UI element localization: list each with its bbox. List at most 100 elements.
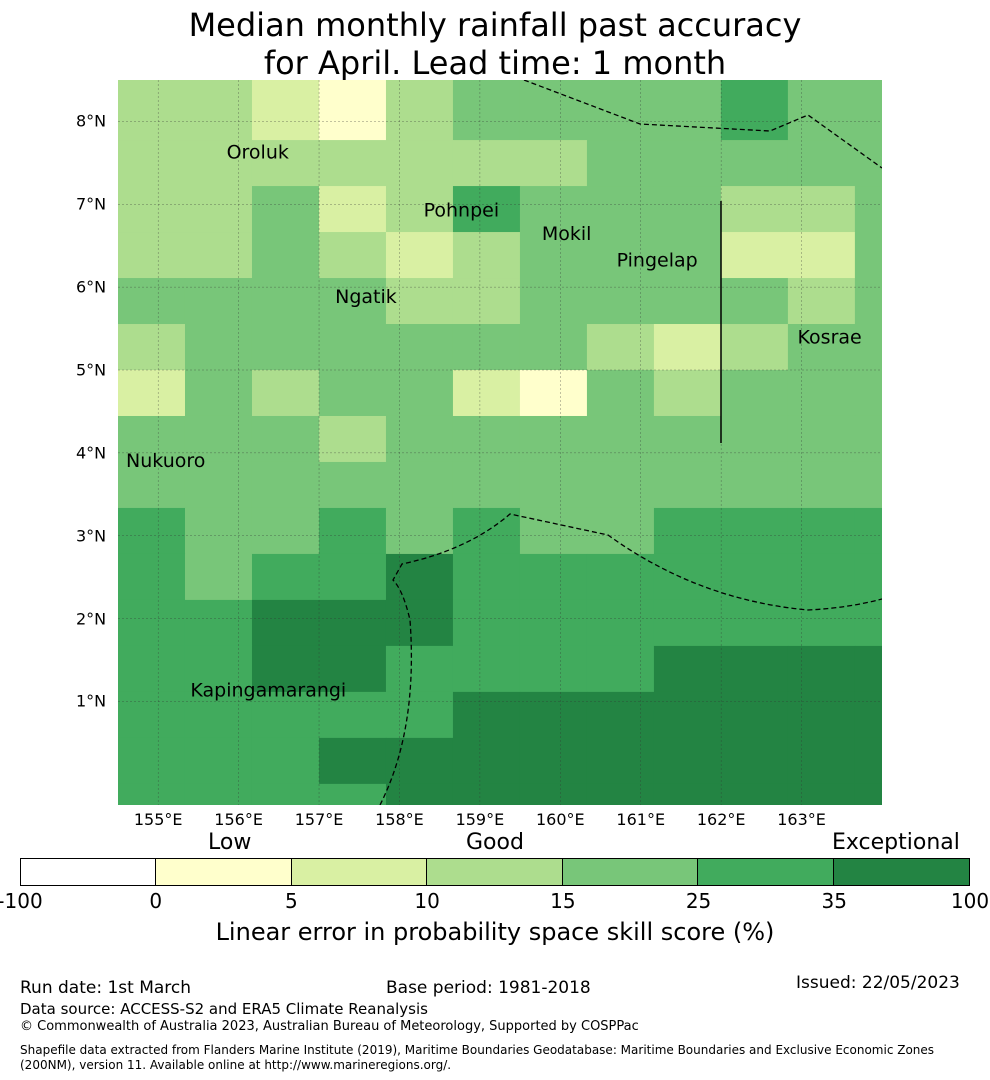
grid-cell xyxy=(385,232,454,279)
grid-cell xyxy=(653,278,722,325)
grid-cell xyxy=(519,553,588,601)
colorbar-tick-label: 0 xyxy=(149,889,163,913)
grid-cell xyxy=(787,461,856,509)
grid-cell xyxy=(586,80,655,141)
grid-cell xyxy=(854,232,882,279)
title-line-2: for April. Lead time: 1 month xyxy=(263,44,727,82)
grid-cell xyxy=(854,599,882,647)
grid-cell xyxy=(318,553,387,601)
grid-cell xyxy=(318,415,387,463)
grid-cell xyxy=(118,415,186,463)
grid-cell xyxy=(586,415,655,463)
grid-cell xyxy=(118,186,186,233)
grid-cell xyxy=(318,599,387,647)
grid-cell xyxy=(452,186,521,233)
grid-cell xyxy=(787,507,856,555)
grid-cell xyxy=(385,783,454,805)
grid-cell xyxy=(184,507,253,555)
grid-cell xyxy=(184,278,253,325)
place-label: Mokil xyxy=(542,223,592,245)
grid-cell xyxy=(519,370,588,417)
shapefile-credit: Shapefile data extracted from Flanders M… xyxy=(20,1043,935,1072)
grid-cell xyxy=(854,80,882,141)
longitude-label: 161°E xyxy=(616,810,666,829)
grid-cell xyxy=(586,461,655,509)
grid-cell xyxy=(854,461,882,509)
grid-cell xyxy=(452,783,521,805)
grid-cell xyxy=(118,324,186,371)
grid-cell xyxy=(787,599,856,647)
grid-cell xyxy=(251,599,320,647)
grid-cell xyxy=(653,232,722,279)
place-label: Nukuoro xyxy=(126,450,205,472)
grid-cell xyxy=(787,415,856,463)
grid-cell xyxy=(385,645,454,693)
grid-cell xyxy=(653,80,722,141)
map-canvas: Oroluk Pohnpei Mokil Pingelap Ngatik Kosrae Nu… xyxy=(118,80,882,805)
place-label: Pohnpei xyxy=(424,200,500,222)
grid-cell xyxy=(720,691,789,739)
grid-cell xyxy=(854,691,882,739)
grid-cell xyxy=(318,783,387,805)
grid-cell xyxy=(385,140,454,187)
grid-cell xyxy=(118,737,186,785)
grid-cell xyxy=(519,278,588,325)
grid-cell xyxy=(452,370,521,417)
grid-cell xyxy=(519,599,588,647)
grid-cell xyxy=(184,324,253,371)
grid-cell xyxy=(653,553,722,601)
colorbar-segment xyxy=(833,859,969,885)
grid-cell xyxy=(318,232,387,279)
colorbar-tick-label: 25 xyxy=(685,889,712,913)
place-label: Kosrae xyxy=(798,326,862,348)
grid-cell xyxy=(720,599,789,647)
grid-cell xyxy=(653,645,722,693)
grid-cell xyxy=(787,553,856,601)
grid-cell xyxy=(653,324,722,371)
colorbar-segment xyxy=(291,859,428,885)
grid-cell xyxy=(720,232,789,279)
grid-cell xyxy=(251,140,320,187)
grid-cell xyxy=(586,783,655,805)
grid-cell xyxy=(452,507,521,555)
grid-cell xyxy=(787,645,856,693)
grid-cell xyxy=(787,783,856,805)
issued-date: Issued: 22/05/2023 xyxy=(796,973,960,993)
grid-cell xyxy=(653,691,722,739)
grid-cell xyxy=(118,783,186,805)
grid-cell xyxy=(184,691,253,739)
grid-cell xyxy=(251,370,320,417)
skill-grid xyxy=(118,80,882,805)
run-date: Run date: 1st March xyxy=(20,978,192,998)
grid-cell xyxy=(586,186,655,233)
grid-cell xyxy=(452,461,521,509)
grid-cell xyxy=(452,737,521,785)
grid-cell xyxy=(854,553,882,601)
grid-cell xyxy=(720,324,789,371)
grid-cell xyxy=(854,507,882,555)
grid-cell xyxy=(118,232,186,279)
grid-cell xyxy=(787,186,856,233)
longitude-label: 157°E xyxy=(294,810,344,829)
grid-cell xyxy=(184,80,253,141)
colorbar-tick-label: -100 xyxy=(0,889,43,913)
grid-cell xyxy=(720,737,789,785)
grid-cell xyxy=(251,278,320,325)
grid-cell xyxy=(385,737,454,785)
grid-cell xyxy=(720,140,789,187)
grid-cell xyxy=(519,324,588,371)
latitude-label: 8°N xyxy=(76,111,107,131)
grid-cell xyxy=(251,324,320,371)
grid-cell xyxy=(720,415,789,463)
grid-cell xyxy=(787,691,856,739)
grid-cell xyxy=(787,278,856,325)
grid-cell xyxy=(787,80,856,141)
colorbar-segment xyxy=(21,859,157,885)
grid-cell xyxy=(385,507,454,555)
grid-cell xyxy=(653,461,722,509)
grid-cell xyxy=(184,140,253,187)
grid-cell xyxy=(385,553,454,601)
place-label: Oroluk xyxy=(227,142,289,164)
grid-cell xyxy=(854,737,882,785)
grid-cell xyxy=(452,599,521,647)
